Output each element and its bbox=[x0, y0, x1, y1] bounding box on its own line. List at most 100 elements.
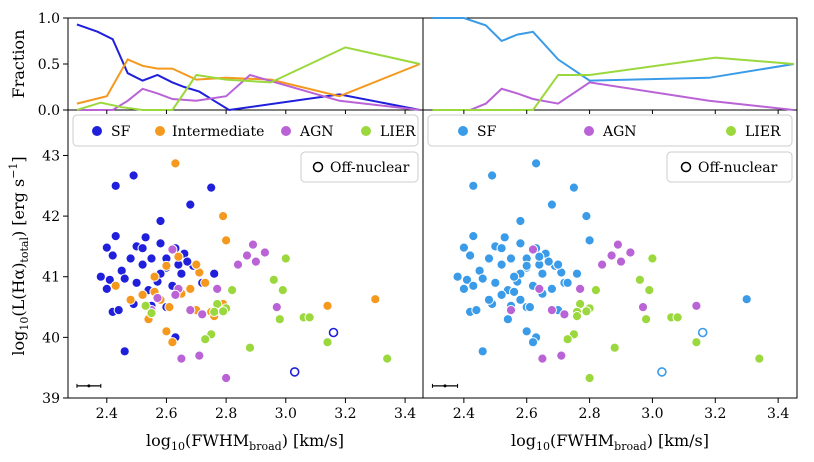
bottom-left-point-lier bbox=[274, 314, 285, 325]
bottom-left-ytick-label: 39 bbox=[42, 391, 60, 407]
bottom-left-point-sf bbox=[107, 250, 118, 261]
bottom-left-point-sf bbox=[110, 180, 121, 191]
bottom-left-point-agn bbox=[185, 305, 196, 316]
bottom-right-point-agn bbox=[575, 283, 586, 294]
fwhm-xlabel-right: log10(FWHMbroad) [km/s] bbox=[511, 431, 709, 453]
bottom-right-point-sf bbox=[741, 294, 752, 305]
fwhm-xlabel-left: log10(FWHMbroad) [km/s] bbox=[146, 431, 344, 453]
axes-ticks: 2.4 2.6 2.8 3.0 3.2 3.4 2.4 2.6 2.8 3.0 3.2 3.4 39 40… bbox=[38, 11, 790, 422]
legend-marker-sf bbox=[92, 126, 102, 136]
bottom-left-xtick-label: 2.6 bbox=[155, 406, 177, 422]
bottom-right-point-agn bbox=[537, 353, 548, 364]
bottom-right-point-agn bbox=[546, 305, 558, 316]
bottom-left-point-lier bbox=[268, 274, 279, 285]
bottom-right-point-lier bbox=[562, 334, 573, 345]
legend-label-lier: LIER bbox=[380, 124, 416, 140]
bottom-left-point-agn bbox=[194, 350, 205, 361]
top-left-line-sf bbox=[76, 23, 421, 112]
bottom-right-point-agn bbox=[615, 256, 627, 267]
bottom-right-point-sf bbox=[521, 326, 532, 337]
legend-marker-intermediate bbox=[155, 126, 165, 136]
bottom-left-point-lier bbox=[244, 342, 256, 353]
bottom-right-offnuclear-point bbox=[697, 327, 708, 338]
bottom-right-point-agn bbox=[559, 309, 570, 320]
legend-marker-sf-right bbox=[458, 126, 468, 136]
bottom-right-offnuclear-point bbox=[657, 367, 667, 377]
legend-marker-agn bbox=[281, 126, 291, 136]
bottom-left-point-sf bbox=[137, 243, 148, 254]
bottom-left-point-intermediate bbox=[200, 277, 211, 288]
bottom-right-point-sf bbox=[471, 305, 482, 316]
bottom-right-point-sf bbox=[483, 294, 495, 305]
bottom-left-errorbar-center bbox=[87, 384, 91, 388]
luminosity-ylabel: log10(L(Hα)total) [erg s−1] bbox=[7, 156, 31, 355]
bottom-right-point-agn bbox=[556, 350, 567, 361]
bottom-left-point-agn bbox=[241, 250, 253, 261]
bottom-right-point-sf bbox=[546, 283, 558, 294]
bottom-right-point-lier bbox=[754, 353, 765, 364]
bottom-left-point-intermediate bbox=[125, 294, 136, 305]
bottom-right-point-agn bbox=[534, 283, 545, 294]
bottom-left-scatter bbox=[76, 158, 393, 388]
bottom-right-point-agn bbox=[625, 247, 636, 258]
bottom-right-point-sf bbox=[490, 277, 501, 288]
bottom-right-xtick-label: 2.4 bbox=[453, 406, 475, 422]
bottom-right-scatter bbox=[431, 158, 765, 388]
bottom-left-point-sf bbox=[119, 273, 130, 284]
top-right-panel-frame bbox=[422, 17, 798, 111]
bottom-left-point-sf bbox=[95, 271, 106, 282]
bottom-right-point-sf bbox=[468, 180, 479, 191]
bottom-left-point-agn bbox=[167, 244, 178, 255]
bottom-right-point-sf bbox=[537, 268, 548, 279]
bottom-right-point-sf bbox=[499, 232, 510, 243]
bottom-left-point-sf bbox=[206, 182, 217, 193]
bottom-right-point-agn bbox=[612, 239, 624, 250]
bottom-left-ytick-label: 43 bbox=[42, 148, 60, 164]
bottom-left-point-agn bbox=[250, 256, 261, 267]
bottom-right-point-sf bbox=[452, 271, 463, 282]
bottom-right-point-sf bbox=[515, 215, 526, 227]
top-right-line-lier bbox=[432, 56, 794, 111]
top-left-lines bbox=[76, 23, 421, 112]
bottom-right-point-sf bbox=[458, 283, 469, 294]
top-left-ytick-label: 0.0 bbox=[38, 103, 60, 119]
top-left-ytick-label: 1.0 bbox=[38, 11, 60, 27]
bottom-right-point-agn bbox=[606, 250, 617, 261]
legend-offnuclear-box-right bbox=[666, 151, 793, 183]
bottom-right-point-lier bbox=[634, 274, 646, 285]
bottom-right-point-lier bbox=[590, 285, 602, 296]
bottom-left-xtick-label: 3.0 bbox=[275, 406, 297, 422]
legend-marker-agn-right bbox=[584, 126, 594, 136]
bottom-right-point-agn bbox=[505, 305, 517, 316]
legend-label-intermediate: Intermediate bbox=[172, 124, 264, 140]
bottom-left-point-lier bbox=[304, 312, 315, 323]
bottom-left-point-intermediate bbox=[221, 235, 232, 246]
bottom-left-xtick-label: 3.4 bbox=[394, 406, 416, 422]
bottom-left-point-intermediate bbox=[164, 302, 175, 313]
bottom-right-point-lier bbox=[644, 285, 655, 296]
bottom-right-point-sf bbox=[496, 259, 507, 270]
legend-marker-offnuclear-left bbox=[312, 161, 324, 173]
legend-marker-lier bbox=[361, 126, 371, 136]
bottom-right-point-sf bbox=[483, 253, 495, 264]
legend-box-right bbox=[427, 114, 793, 147]
bottom-right-xtick-label: 2.8 bbox=[578, 406, 600, 422]
top-right-line-agn bbox=[432, 81, 795, 111]
bottom-right-point-sf bbox=[487, 170, 498, 181]
bottom-left-point-intermediate bbox=[161, 326, 172, 337]
legend-marker-lier-right bbox=[726, 126, 736, 136]
bottom-right-point-sf bbox=[584, 235, 595, 246]
bottom-left-point-agn bbox=[221, 372, 232, 384]
bottom-right-point-sf bbox=[468, 280, 479, 291]
bottom-right-point-sf bbox=[461, 274, 473, 285]
top-left-panel-frame bbox=[67, 17, 424, 111]
bottom-left-ytick-label: 41 bbox=[42, 270, 60, 286]
bottom-left-point-intermediate bbox=[170, 158, 181, 169]
bottom-right-point-sf bbox=[553, 259, 564, 270]
bottom-left-point-lier bbox=[140, 300, 151, 311]
bottom-right-point-lier bbox=[571, 311, 583, 322]
bottom-left-point-agn bbox=[259, 247, 270, 258]
bottom-left-point-agn bbox=[247, 239, 259, 250]
bottom-left-ytick-label: 42 bbox=[42, 209, 60, 225]
